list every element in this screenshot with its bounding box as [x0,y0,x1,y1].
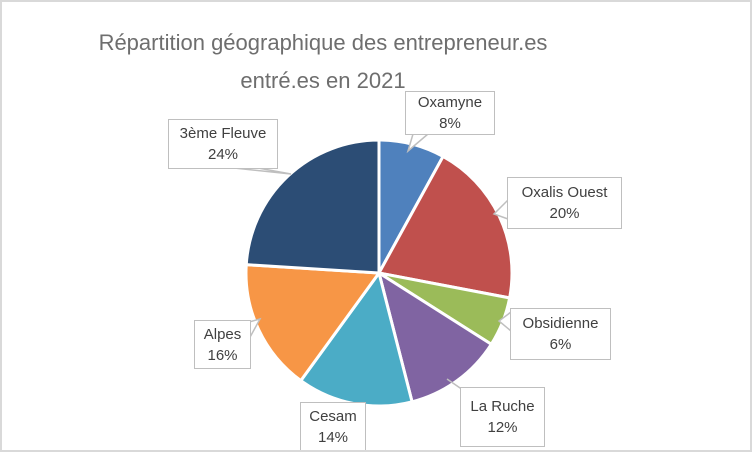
pie-callout-la-ruche: La Ruche 12% [460,387,545,447]
pie-slice-alpes [244,263,381,383]
chart-title: Répartition géographique des entrepreneu… [18,24,628,100]
callout-value: 24% [207,146,239,163]
callout-label: La Ruche [470,398,535,415]
chart-title-line1: Répartition géographique des entrepreneu… [98,30,548,55]
callout-value: 8% [439,115,461,132]
pie-callout-oxalis-ouest: Oxalis Ouest 20% [507,177,622,229]
callout-label: Oxamyne [417,94,483,111]
pie-callout-3eme-fleuve: 3ème Fleuve 24% [168,119,278,169]
chart-title-line2: entré.es en 2021 [240,68,406,93]
callout-label: Alpes [203,325,242,343]
pie-callout-alpes: Alpes 16% [194,320,251,369]
callout-tails-group [233,133,512,391]
callout-label: 3ème Fleuve [179,125,267,142]
pie-slice-fleuve [244,138,381,275]
callout-value: 14% [317,429,349,446]
callout-label: Oxalis Ouest [521,184,608,201]
pie-callout-obsidienne: Obsidienne 6% [510,308,611,360]
callout-value: 12% [487,419,518,436]
callout-value: 6% [549,336,572,353]
callout-value: 20% [549,205,580,222]
pie-callout-oxamyne: Oxamyne 8% [405,91,495,135]
pie-slice-laruche [377,271,493,404]
callout-value: 16% [207,346,238,364]
pie-slices-group [244,138,514,408]
callout-label: Cesam [309,408,357,425]
pie-callout-cesam: Cesam 14% [300,402,366,450]
callout-label: Obsidienne [522,315,599,332]
